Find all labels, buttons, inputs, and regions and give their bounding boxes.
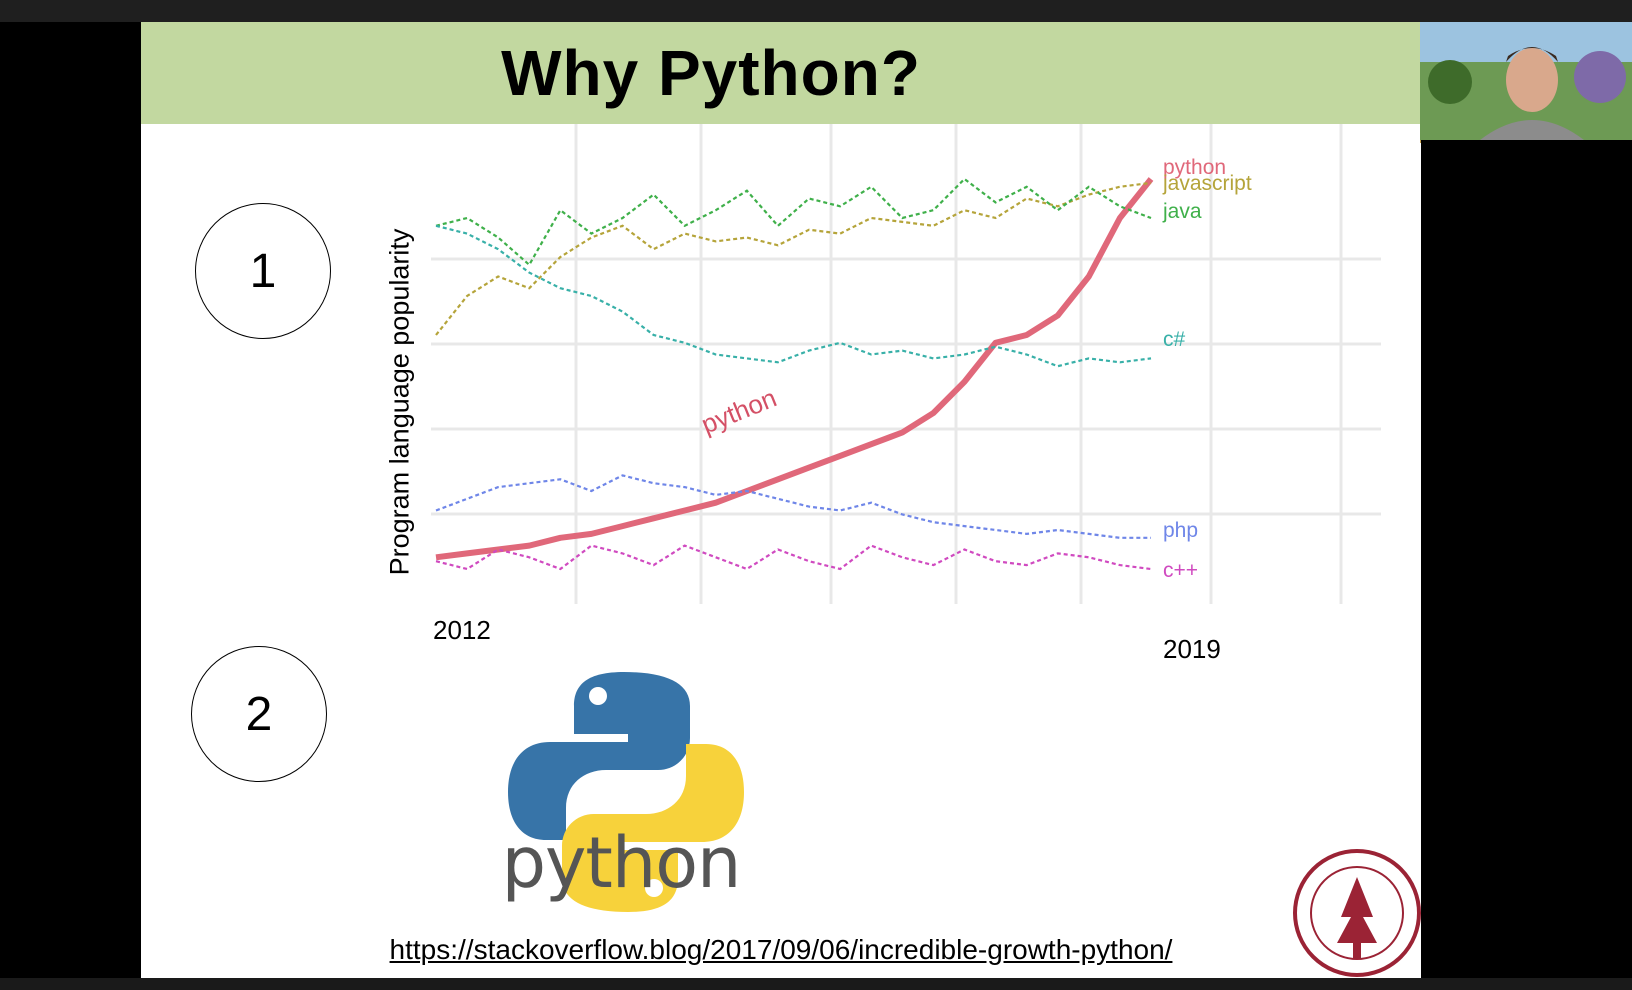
series-line-python [435, 177, 1154, 561]
series-label-java: java [1162, 200, 1202, 223]
python-annotation: python [697, 382, 781, 439]
source-link[interactable]: https://stackoverflow.blog/2017/09/06/in… [389, 934, 1173, 965]
series-line-csharp [435, 224, 1152, 368]
series-label-csharp: c# [1163, 328, 1186, 351]
stanford-seal-icon [1293, 849, 1421, 977]
presentation-slide: Why Python? 1 2 Program language popular… [141, 22, 1421, 980]
title-band: Why Python? [141, 22, 1421, 124]
series-label-cpp: c++ [1163, 559, 1198, 582]
webcam-person-icon [1420, 22, 1632, 140]
series-label-javascript: javascript [1162, 172, 1252, 195]
python-logo-icon [508, 672, 744, 912]
python-logo-text: python [501, 822, 742, 904]
webcam-thumbnail [1420, 22, 1632, 143]
series-line-php [435, 474, 1151, 539]
x-axis-start-label: 2012 [433, 615, 491, 645]
series-line-javascript [435, 181, 1152, 336]
marker-circle-2: 2 [191, 646, 327, 782]
window-top-bar [0, 0, 1632, 22]
x-axis-end-label: 2019 [1163, 634, 1221, 664]
marker-circle-1: 1 [195, 203, 331, 339]
slide-title: Why Python? [501, 37, 921, 109]
series-line-java [435, 177, 1152, 267]
series-label-php: php [1163, 519, 1198, 542]
window-bottom-bar [0, 978, 1632, 990]
series-label-python: python [1163, 156, 1226, 179]
series-line-cpp [435, 544, 1152, 571]
right-margin [1421, 140, 1632, 978]
